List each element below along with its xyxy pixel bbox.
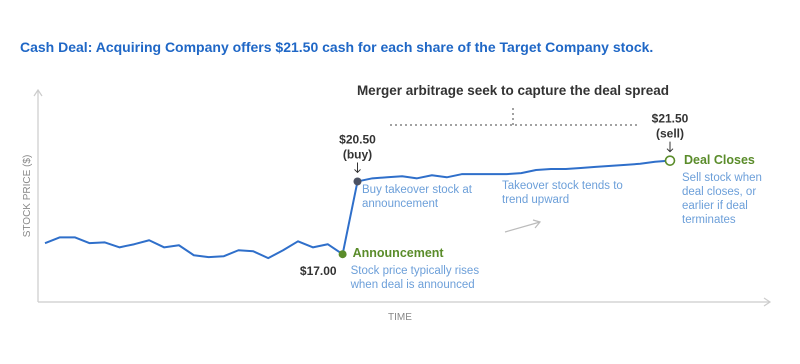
- callout-note: Stock price typically rises when deal is…: [350, 265, 480, 292]
- callout-title: Announcement: [352, 246, 444, 261]
- y-axis-label: STOCK PRICE ($): [22, 155, 33, 238]
- note: Buy takeover stock at announcement: [362, 184, 472, 210]
- down-arrow-head: [354, 169, 361, 174]
- spread-bracket: [390, 108, 640, 126]
- trend-arrow: [504, 219, 542, 233]
- value-tag: (sell): [656, 127, 684, 141]
- chart-title: Cash Deal: Acquiring Company offers $21.…: [20, 39, 653, 55]
- value-tag: (buy): [343, 147, 372, 161]
- price-line: [44, 159, 671, 260]
- down-arrow-head: [666, 148, 674, 153]
- x-axis-label: TIME: [388, 312, 412, 323]
- callout-note: Sell stock when deal closes, or earlier …: [682, 171, 762, 226]
- event-marker: [664, 155, 676, 166]
- note: Takeover stock tends to trend upward: [502, 180, 623, 206]
- annotation: Merger arbitrage seek to capture the dea…: [357, 83, 669, 98]
- callout-title: Deal Closes: [684, 152, 755, 167]
- value-label: $21.50: [652, 112, 689, 126]
- axes: [33, 88, 772, 307]
- event-marker: [338, 250, 347, 259]
- value-label: $17.00: [300, 264, 337, 278]
- event-marker: [353, 177, 362, 186]
- value-label: $20.50: [339, 132, 376, 146]
